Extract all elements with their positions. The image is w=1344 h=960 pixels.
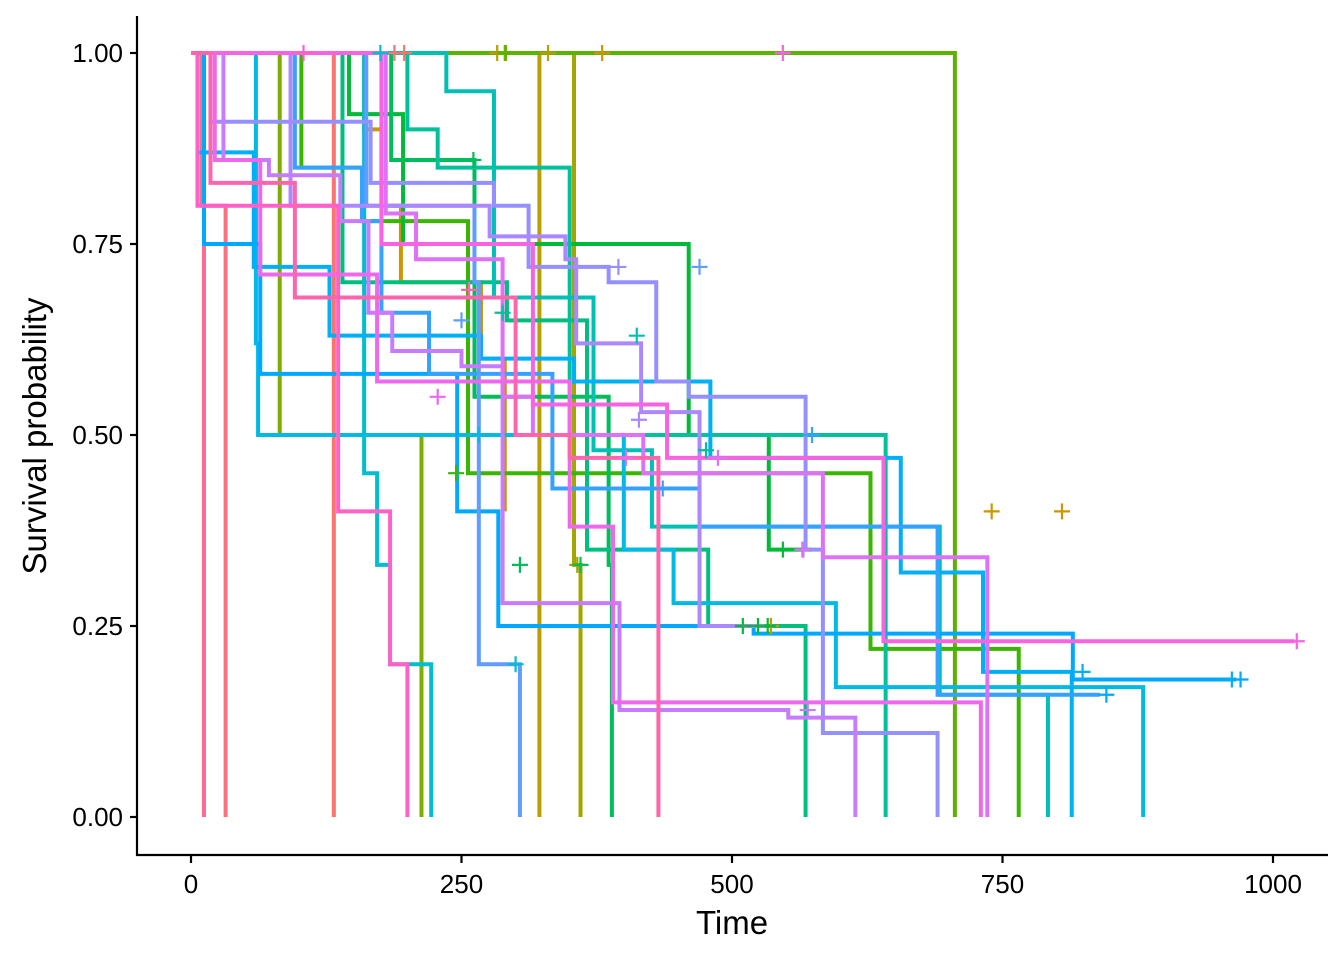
series-line-10 bbox=[191, 51, 813, 552]
censor-mark-1-2 bbox=[396, 45, 413, 61]
series-line-28 bbox=[191, 51, 661, 817]
series-line-16 bbox=[191, 51, 1146, 817]
censor-mark-15-1 bbox=[507, 656, 524, 673]
censor-mark-22-1 bbox=[630, 411, 647, 428]
censor-mark-25-1 bbox=[429, 388, 446, 405]
censor-mark-13-1 bbox=[494, 304, 511, 321]
series-line-17 bbox=[191, 51, 1074, 817]
censor-mark-24-2 bbox=[794, 541, 811, 558]
censor-mark-15-2 bbox=[372, 45, 389, 61]
censor-mark-20-1 bbox=[453, 312, 470, 329]
series-line-18 bbox=[191, 51, 1237, 682]
censor-mark-4-3 bbox=[594, 45, 611, 61]
series-line-9 bbox=[191, 51, 1021, 817]
censor-mark-5-1 bbox=[540, 45, 557, 61]
series-line-27 bbox=[191, 51, 410, 817]
censor-mark-18-1 bbox=[1232, 671, 1249, 688]
censor-mark-11-1 bbox=[465, 151, 482, 168]
censor-mark-11-2 bbox=[511, 556, 528, 573]
y-tick-label: 0.75 bbox=[72, 229, 123, 259]
censor-mark-18-2 bbox=[1098, 686, 1115, 703]
censor-mark-16-1 bbox=[470, 427, 487, 443]
x-tick-label: 750 bbox=[981, 869, 1024, 899]
series-line-21 bbox=[191, 51, 940, 817]
series-line-11 bbox=[191, 51, 614, 817]
censor-mark-9-1 bbox=[448, 465, 465, 482]
censor-mark-21-1 bbox=[610, 258, 627, 275]
y-tick-label: 0.50 bbox=[72, 420, 123, 450]
censor-mark-10-3 bbox=[759, 618, 776, 634]
series-line-19 bbox=[191, 51, 1100, 697]
censor-mark-19-1 bbox=[654, 480, 671, 497]
censor-mark-17-1 bbox=[1074, 663, 1091, 680]
censor-mark-26-2 bbox=[774, 45, 791, 61]
censor-mark-19-2 bbox=[804, 427, 821, 443]
censor-mark-10-1 bbox=[734, 618, 751, 634]
y-tick-label: 1.00 bbox=[72, 38, 123, 68]
censor-mark-11-3 bbox=[572, 556, 589, 573]
censor-mark-23-1 bbox=[799, 702, 816, 719]
censor-mark-4-2 bbox=[1054, 503, 1071, 520]
x-ticks: 0 250 500 750 1000 bbox=[184, 855, 1302, 899]
series-line-15 bbox=[191, 51, 434, 817]
y-tick-label: 0.00 bbox=[72, 802, 123, 832]
censor-mark-24-1 bbox=[709, 449, 726, 466]
x-axis-title: Time bbox=[696, 904, 768, 941]
censor-mark-27-1 bbox=[295, 45, 312, 61]
series-layer bbox=[191, 51, 1295, 817]
censor-mark-13-2 bbox=[698, 442, 715, 459]
censor-mark-14-1 bbox=[628, 327, 645, 344]
x-tick-label: 1000 bbox=[1244, 869, 1302, 899]
series-line-25 bbox=[191, 51, 983, 817]
y-axis-title: Survival probability bbox=[16, 297, 53, 574]
y-ticks: 0.00 0.25 0.50 0.75 1.00 bbox=[72, 38, 137, 832]
censor-mark-20-2 bbox=[691, 258, 708, 275]
series-line-13 bbox=[191, 51, 888, 817]
x-tick-label: 500 bbox=[710, 869, 753, 899]
censor-mark-10-4 bbox=[774, 541, 791, 558]
x-tick-label: 250 bbox=[440, 869, 483, 899]
series-line-23 bbox=[191, 51, 858, 817]
series-line-26 bbox=[191, 51, 1295, 644]
censor-mark-8-1 bbox=[497, 45, 514, 61]
censor-mark-4-1 bbox=[983, 503, 1000, 520]
y-tick-label: 0.25 bbox=[72, 611, 123, 641]
censor-mark-25-2 bbox=[617, 449, 634, 466]
censor-layer bbox=[295, 45, 1305, 719]
censor-mark-26-1 bbox=[1288, 633, 1305, 650]
x-tick-label: 0 bbox=[184, 869, 198, 899]
censor-mark-28-1 bbox=[461, 281, 478, 298]
